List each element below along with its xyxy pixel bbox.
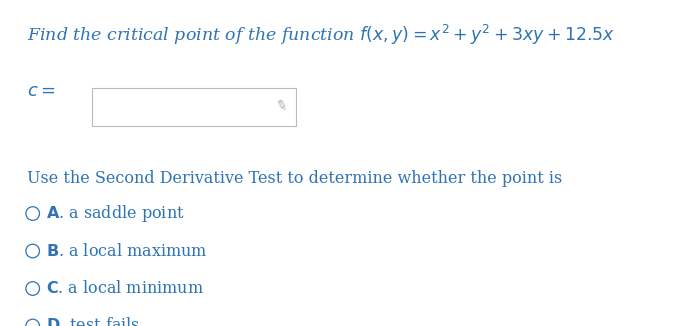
Text: $c =$: $c =$	[27, 82, 56, 100]
Ellipse shape	[26, 207, 39, 220]
Text: ✎: ✎	[274, 98, 289, 115]
Bar	[92, 88, 296, 126]
Text: Use the Second Derivative Test to determine whether the point is: Use the Second Derivative Test to determ…	[27, 170, 563, 186]
Text: $\mathbf{B}$. a local maximum: $\mathbf{B}$. a local maximum	[46, 243, 208, 259]
Text: $\mathbf{A}$. a saddle point: $\mathbf{A}$. a saddle point	[46, 203, 185, 224]
Text: $\mathbf{C}$. a local minimum: $\mathbf{C}$. a local minimum	[46, 280, 204, 297]
Text: Find the critical point of the function $f(x, y) = x^2 + y^2 + 3xy + 12.5x$: Find the critical point of the function …	[27, 23, 616, 47]
Ellipse shape	[26, 282, 39, 295]
Text: $\mathbf{D}$. test fails: $\mathbf{D}$. test fails	[46, 318, 140, 326]
Ellipse shape	[26, 319, 39, 326]
Ellipse shape	[26, 244, 39, 258]
